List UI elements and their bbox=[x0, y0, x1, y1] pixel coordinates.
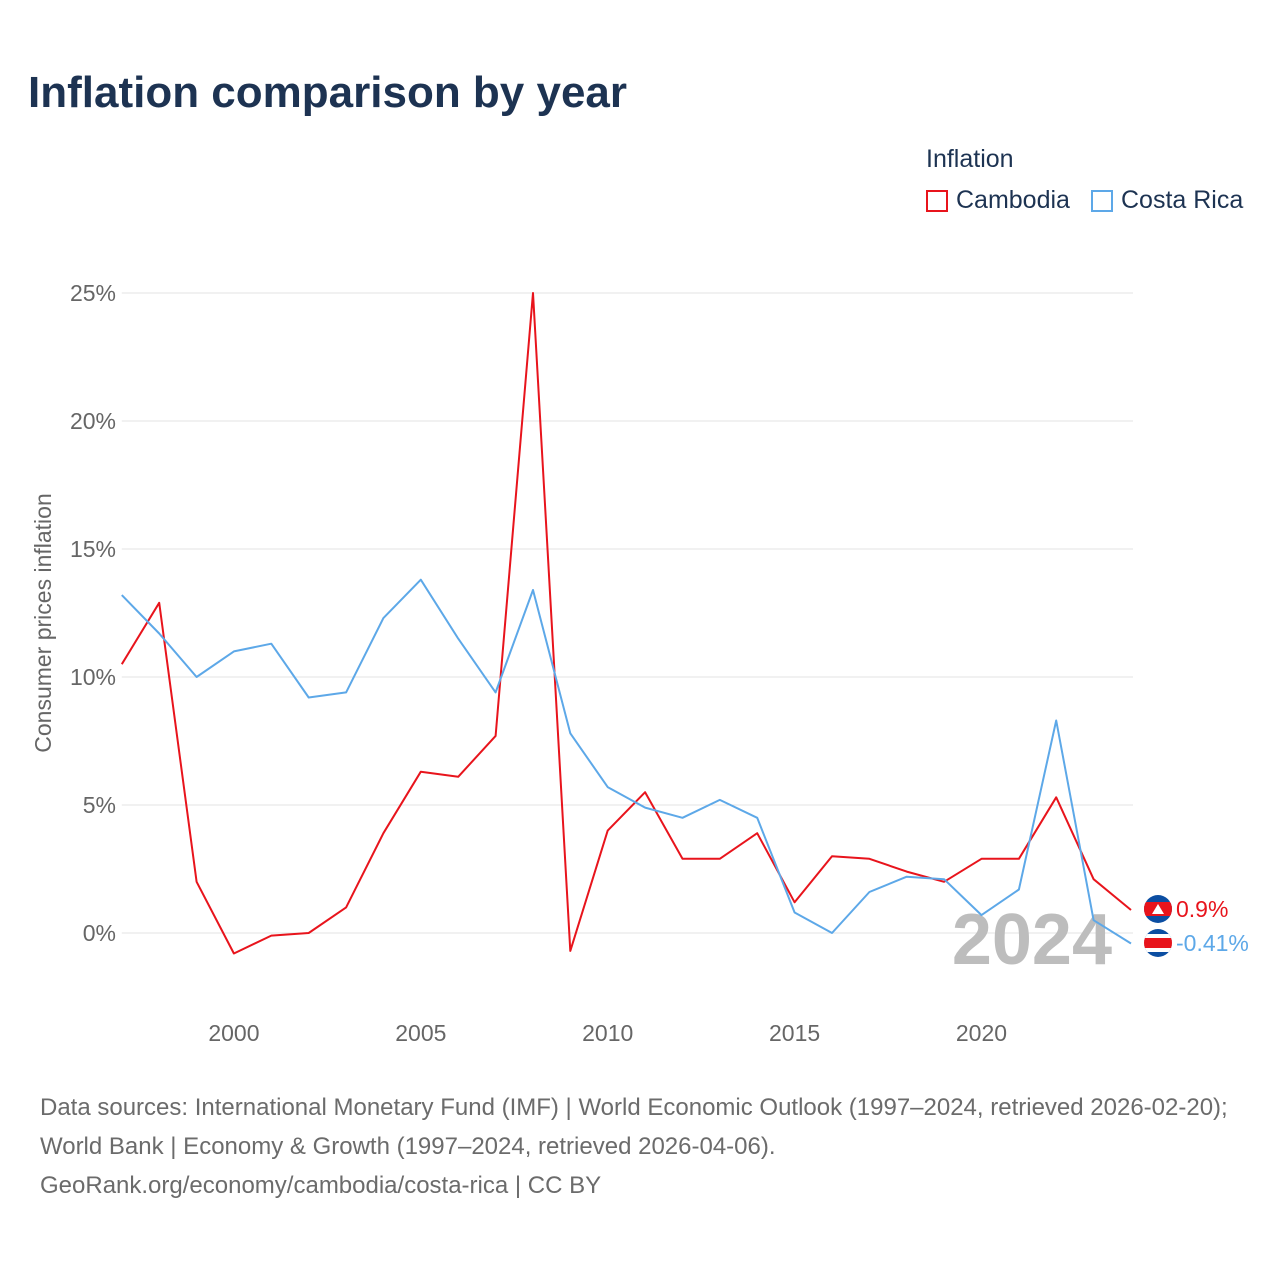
y-tick-label: 10% bbox=[70, 664, 116, 690]
legend-item-cambodia[interactable]: Cambodia bbox=[926, 186, 1070, 215]
chart-title: Inflation comparison by year bbox=[28, 68, 628, 117]
x-tick-label: 2000 bbox=[208, 1020, 259, 1046]
y-tick-label: 5% bbox=[83, 792, 116, 818]
legend-label: Cambodia bbox=[956, 186, 1070, 214]
x-tick-label: 2010 bbox=[582, 1020, 633, 1046]
y-tick-label: 25% bbox=[70, 280, 116, 306]
legend-item-costa-rica[interactable]: Costa Rica bbox=[1091, 186, 1243, 215]
legend-swatch bbox=[926, 189, 948, 212]
source-link[interactable]: GeoRank.org/economy/cambodia/costa-rica … bbox=[40, 1172, 602, 1199]
y-axis-label: Consumer prices inflation bbox=[30, 493, 56, 753]
legend-title: Inflation bbox=[926, 145, 1014, 173]
series-line-costa-rica bbox=[121, 578, 1132, 945]
cambodia-flag-icon bbox=[1144, 895, 1172, 923]
y-tick-label: 20% bbox=[70, 408, 116, 434]
source-note: Data sources: International Monetary Fun… bbox=[40, 1088, 1250, 1205]
legend-label: Costa Rica bbox=[1121, 186, 1244, 214]
x-tick-label: 2015 bbox=[769, 1020, 820, 1046]
series-line-cambodia bbox=[120, 292, 1132, 955]
end-value-label: -0.41% bbox=[1176, 930, 1249, 956]
legend-swatch bbox=[1091, 189, 1113, 212]
x-tick-label: 2020 bbox=[956, 1020, 1007, 1046]
y-tick-label: 0% bbox=[83, 920, 116, 946]
x-tick-label: 2005 bbox=[395, 1020, 446, 1046]
y-tick-label: 15% bbox=[70, 536, 116, 562]
costa-rica-flag-icon bbox=[1144, 929, 1172, 957]
end-value-label: 0.9% bbox=[1176, 896, 1228, 922]
year-watermark: 2024 bbox=[952, 900, 1112, 980]
source-line: Data sources: International Monetary Fun… bbox=[40, 1094, 1228, 1160]
